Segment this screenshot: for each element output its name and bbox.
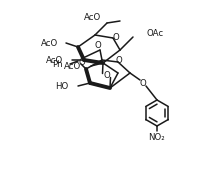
Text: O: O bbox=[113, 33, 119, 42]
Text: OAc: OAc bbox=[147, 28, 164, 37]
Text: AcO: AcO bbox=[46, 55, 64, 64]
Text: O: O bbox=[116, 55, 122, 64]
Text: AcO: AcO bbox=[84, 12, 102, 21]
Text: AcO: AcO bbox=[64, 62, 82, 71]
Text: AcO: AcO bbox=[41, 39, 59, 48]
Text: O: O bbox=[95, 40, 101, 50]
Text: Ph: Ph bbox=[52, 60, 63, 69]
Text: O: O bbox=[79, 57, 85, 66]
Text: NO₂: NO₂ bbox=[149, 132, 165, 141]
Text: HO: HO bbox=[55, 82, 69, 91]
Text: O: O bbox=[103, 71, 110, 80]
Text: O: O bbox=[140, 78, 146, 87]
